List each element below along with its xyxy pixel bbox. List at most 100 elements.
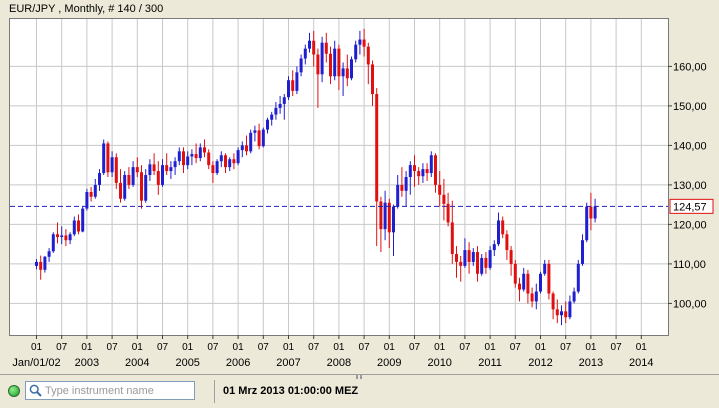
y-tick-label: 160,00: [673, 61, 707, 73]
candle-body: [492, 244, 496, 251]
candle-body: [291, 80, 295, 91]
candle-body: [249, 132, 253, 152]
candle-body: [194, 154, 198, 159]
candle-body: [396, 184, 400, 207]
candle-body: [89, 192, 93, 197]
candle-body: [177, 151, 181, 162]
candle-body: [303, 48, 307, 59]
candle-body: [64, 235, 68, 241]
x-tick-label: 07: [157, 342, 169, 353]
candle-body: [123, 175, 127, 199]
x-tick-label: 07: [308, 342, 320, 353]
candle-body: [568, 301, 572, 318]
candle-body: [471, 252, 475, 262]
candle-body: [77, 220, 80, 232]
candle-body: [144, 175, 148, 201]
candle-body: [240, 145, 244, 151]
candle-body: [484, 257, 488, 268]
candle-body: [152, 164, 156, 172]
status-led-icon: [8, 385, 20, 397]
candle-body: [581, 240, 584, 264]
candle-body: [43, 256, 47, 270]
candle-body: [203, 147, 206, 153]
candle-body: [261, 129, 265, 147]
search-icon: [29, 384, 42, 397]
candle-body: [236, 150, 240, 164]
candlestick-chart[interactable]: 100,00 110,00 120,00 130,00 140,00 150,00 160,…: [0, 0, 719, 374]
candle-body: [98, 173, 101, 185]
candle-body: [497, 220, 500, 245]
candle-body: [182, 151, 185, 166]
candle-body: [161, 165, 164, 185]
candle-body: [131, 167, 135, 185]
year-label: 2007: [276, 357, 300, 369]
x-tick-label: 01: [636, 342, 648, 353]
year-label: Jan/01/02: [12, 357, 60, 369]
candle-body: [312, 40, 316, 55]
candle-body: [341, 68, 345, 77]
candle-body: [51, 234, 55, 252]
cursor-datetime: 01 Mrz 2013 01:00:00 MEZ: [223, 385, 359, 397]
candle-body: [207, 152, 211, 166]
chart-title: EUR/JPY , Monthly, # 140 / 300: [9, 3, 164, 15]
candle-body: [392, 206, 395, 233]
candle-body: [366, 46, 370, 65]
candle-body: [320, 42, 324, 75]
x-tick-label: 01: [384, 342, 396, 353]
candle-body: [467, 250, 471, 262]
candle-body: [127, 175, 131, 185]
x-tick-label: 01: [233, 342, 245, 353]
x-tick-label: 01: [485, 342, 497, 353]
candle-body: [480, 257, 484, 274]
x-tick-label: 07: [560, 342, 572, 353]
candle-body: [593, 206, 597, 219]
year-label: 2012: [528, 357, 552, 369]
x-tick-label: 07: [459, 342, 471, 353]
candle-body: [429, 155, 433, 174]
candle-body: [81, 208, 85, 232]
candle-body: [245, 145, 248, 152]
instrument-search-input[interactable]: [45, 383, 190, 398]
candle-body: [530, 293, 534, 302]
resize-grip-icon[interactable]: [356, 375, 358, 379]
candle-body: [68, 234, 72, 241]
candle-body: [501, 220, 505, 235]
candle-body: [488, 250, 492, 268]
candle-body: [518, 283, 521, 290]
candle-body: [211, 165, 215, 174]
status-separator: [214, 380, 215, 403]
candle-body: [316, 54, 320, 75]
candle-body: [299, 58, 303, 73]
candle-body: [505, 234, 509, 251]
year-label: 2014: [629, 357, 653, 369]
candle-body: [257, 130, 261, 147]
candle-body: [371, 64, 374, 95]
candle-body: [198, 147, 202, 159]
resize-grip-icon[interactable]: [360, 375, 362, 379]
candle-body: [119, 182, 122, 199]
year-label: 2003: [75, 357, 99, 369]
candle-body: [165, 165, 169, 172]
candle-body: [232, 159, 236, 164]
chart-window: EUR/JPY , Monthly, # 140 / 300 100,00 110…: [0, 0, 719, 374]
candle-body: [358, 39, 362, 45]
x-tick-label: 01: [535, 342, 547, 353]
candle-body: [270, 114, 274, 120]
instrument-search-field[interactable]: [25, 381, 195, 400]
candle-body: [539, 273, 542, 292]
candle-body: [72, 220, 76, 235]
y-tick-label: 150,00: [673, 101, 707, 113]
candle-body: [85, 192, 89, 209]
x-tick-label: 07: [409, 342, 421, 353]
candle-body: [114, 157, 118, 183]
year-label: 2011: [478, 357, 502, 369]
candle-body: [526, 273, 530, 294]
candle-body: [362, 39, 366, 47]
candle-body: [60, 235, 64, 238]
candle-body: [110, 157, 114, 173]
x-tick-label: 01: [132, 342, 144, 353]
y-tick-label: 120,00: [673, 219, 707, 231]
candle-body: [253, 130, 257, 133]
current-price-label: 124,57: [673, 201, 707, 213]
year-label: 2010: [427, 357, 451, 369]
